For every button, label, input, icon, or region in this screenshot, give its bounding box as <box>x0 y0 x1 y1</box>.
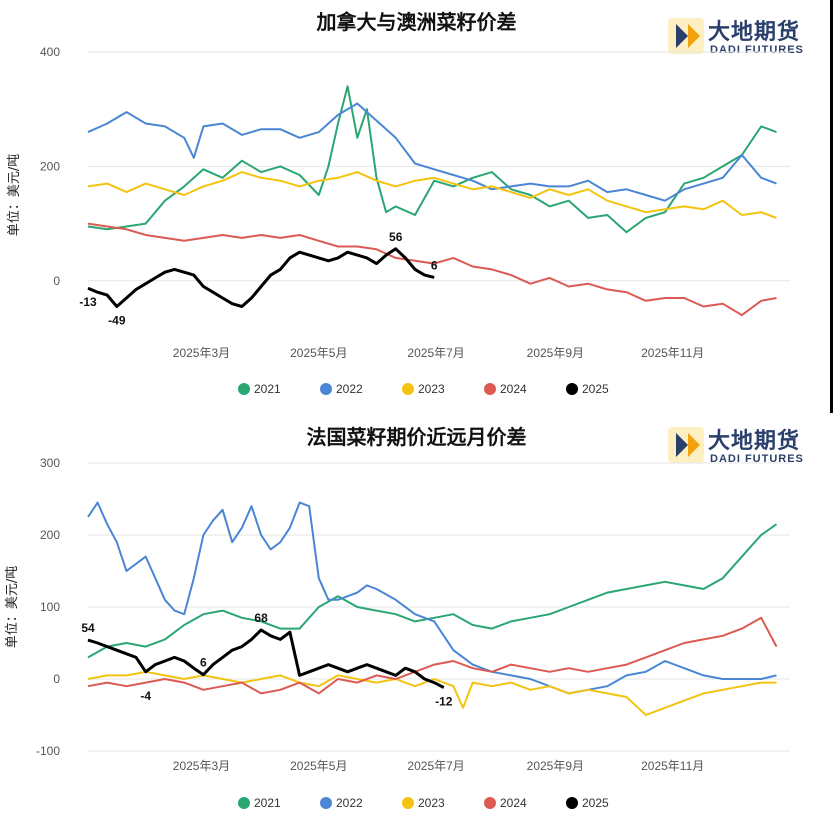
y-tick-label: 100 <box>40 600 60 614</box>
x-tick-label: 2025年7月 <box>407 346 464 360</box>
x-tick-label: 2025年3月 <box>173 759 230 773</box>
y-axis-label: 单位：美元/吨 <box>5 566 20 648</box>
y-tick-label: 0 <box>53 274 60 288</box>
series-line-2023 <box>87 670 777 716</box>
legend-marker <box>238 797 250 809</box>
x-tick-label: 2025年7月 <box>407 759 464 773</box>
x-tick-label: 2025年5月 <box>290 346 347 360</box>
logo: 大地期货 DADI FUTURES <box>664 14 830 58</box>
y-tick-label: 300 <box>40 456 60 470</box>
legend-label: 2021 <box>254 382 281 396</box>
data-label: 6 <box>431 258 438 272</box>
legend-marker <box>566 383 578 395</box>
chart-title: 法国菜籽期价近远月价差 <box>306 425 527 449</box>
y-tick-label: 200 <box>40 159 60 173</box>
chart-panel-bottom: 法国菜籽期价近远月价差 大地期货 DADI FUTURES -100 0 100 20… <box>0 413 833 827</box>
chart-area: -100 0 100 200 300 单位：美元/吨 2025年3月 2025年5月 2025年… <box>5 456 790 810</box>
data-label: -49 <box>108 314 126 328</box>
logo-mark-icon <box>668 18 704 54</box>
series-line-2022 <box>87 102 777 202</box>
legend-label: 2022 <box>336 796 363 810</box>
y-tick-label: -100 <box>36 744 60 758</box>
data-label: -13 <box>79 295 97 309</box>
legend-marker <box>320 383 332 395</box>
series-line-2024 <box>87 222 777 317</box>
logo-text-cn: 大地期货 <box>708 20 801 45</box>
legend-marker <box>566 797 578 809</box>
x-tick-label: 2025年11月 <box>641 346 704 360</box>
legend-marker <box>484 383 496 395</box>
chart-area: 0 200 400 单位：美元/吨 2025年3月 2025年5月 2025年7月 2025年… <box>7 45 790 396</box>
data-label: 68 <box>254 611 268 625</box>
logo-text-en: DADI FUTURES <box>710 44 804 56</box>
chart-panel-top: 加拿大与澳洲菜籽价差 大地期货 DADI FUTURES 0 200 400 单位：美… <box>0 0 833 413</box>
legend-marker <box>238 383 250 395</box>
series-line-2024 <box>87 616 778 695</box>
legend-label: 2024 <box>500 796 527 810</box>
data-label: 54 <box>81 621 95 635</box>
x-tick-label: 2025年3月 <box>173 346 230 360</box>
y-tick-label: 0 <box>53 672 60 686</box>
y-tick-label: 200 <box>40 528 60 542</box>
legend-label: 2024 <box>500 382 527 396</box>
legend-label: 2025 <box>582 382 609 396</box>
logo: 大地期货 DADI FUTURES <box>664 423 830 467</box>
series-line-2022 <box>87 501 777 695</box>
data-label: 6 <box>200 656 207 670</box>
legend-label: 2022 <box>336 382 363 396</box>
logo-text-en: DADI FUTURES <box>710 453 804 465</box>
chart-title: 加拿大与澳洲菜籽价差 <box>316 10 517 34</box>
series-line-2021 <box>87 523 778 659</box>
x-tick-label: 2025年5月 <box>290 759 347 773</box>
legend-label: 2021 <box>254 796 281 810</box>
logo-mark-icon <box>668 427 704 463</box>
x-tick-label: 2025年9月 <box>527 346 584 360</box>
legend-marker <box>320 797 332 809</box>
legend-label: 2025 <box>582 796 609 810</box>
series-line-2021 <box>87 85 777 234</box>
data-label: -12 <box>435 695 453 709</box>
divider <box>830 0 833 413</box>
y-tick-label: 400 <box>40 45 60 59</box>
legend-marker <box>484 797 496 809</box>
legend-label: 2023 <box>418 796 445 810</box>
series-line-2025 <box>87 247 435 308</box>
logo-text-cn: 大地期货 <box>708 429 801 454</box>
legend-label: 2023 <box>418 382 445 396</box>
series-line-2025 <box>87 628 445 689</box>
legend-marker <box>402 797 414 809</box>
x-tick-label: 2025年11月 <box>641 759 704 773</box>
data-label: -4 <box>140 689 151 703</box>
series-line-2023 <box>87 171 777 219</box>
x-tick-label: 2025年9月 <box>527 759 584 773</box>
legend-marker <box>402 383 414 395</box>
y-axis-label: 单位：美元/吨 <box>7 154 22 236</box>
data-label: 56 <box>389 230 403 244</box>
